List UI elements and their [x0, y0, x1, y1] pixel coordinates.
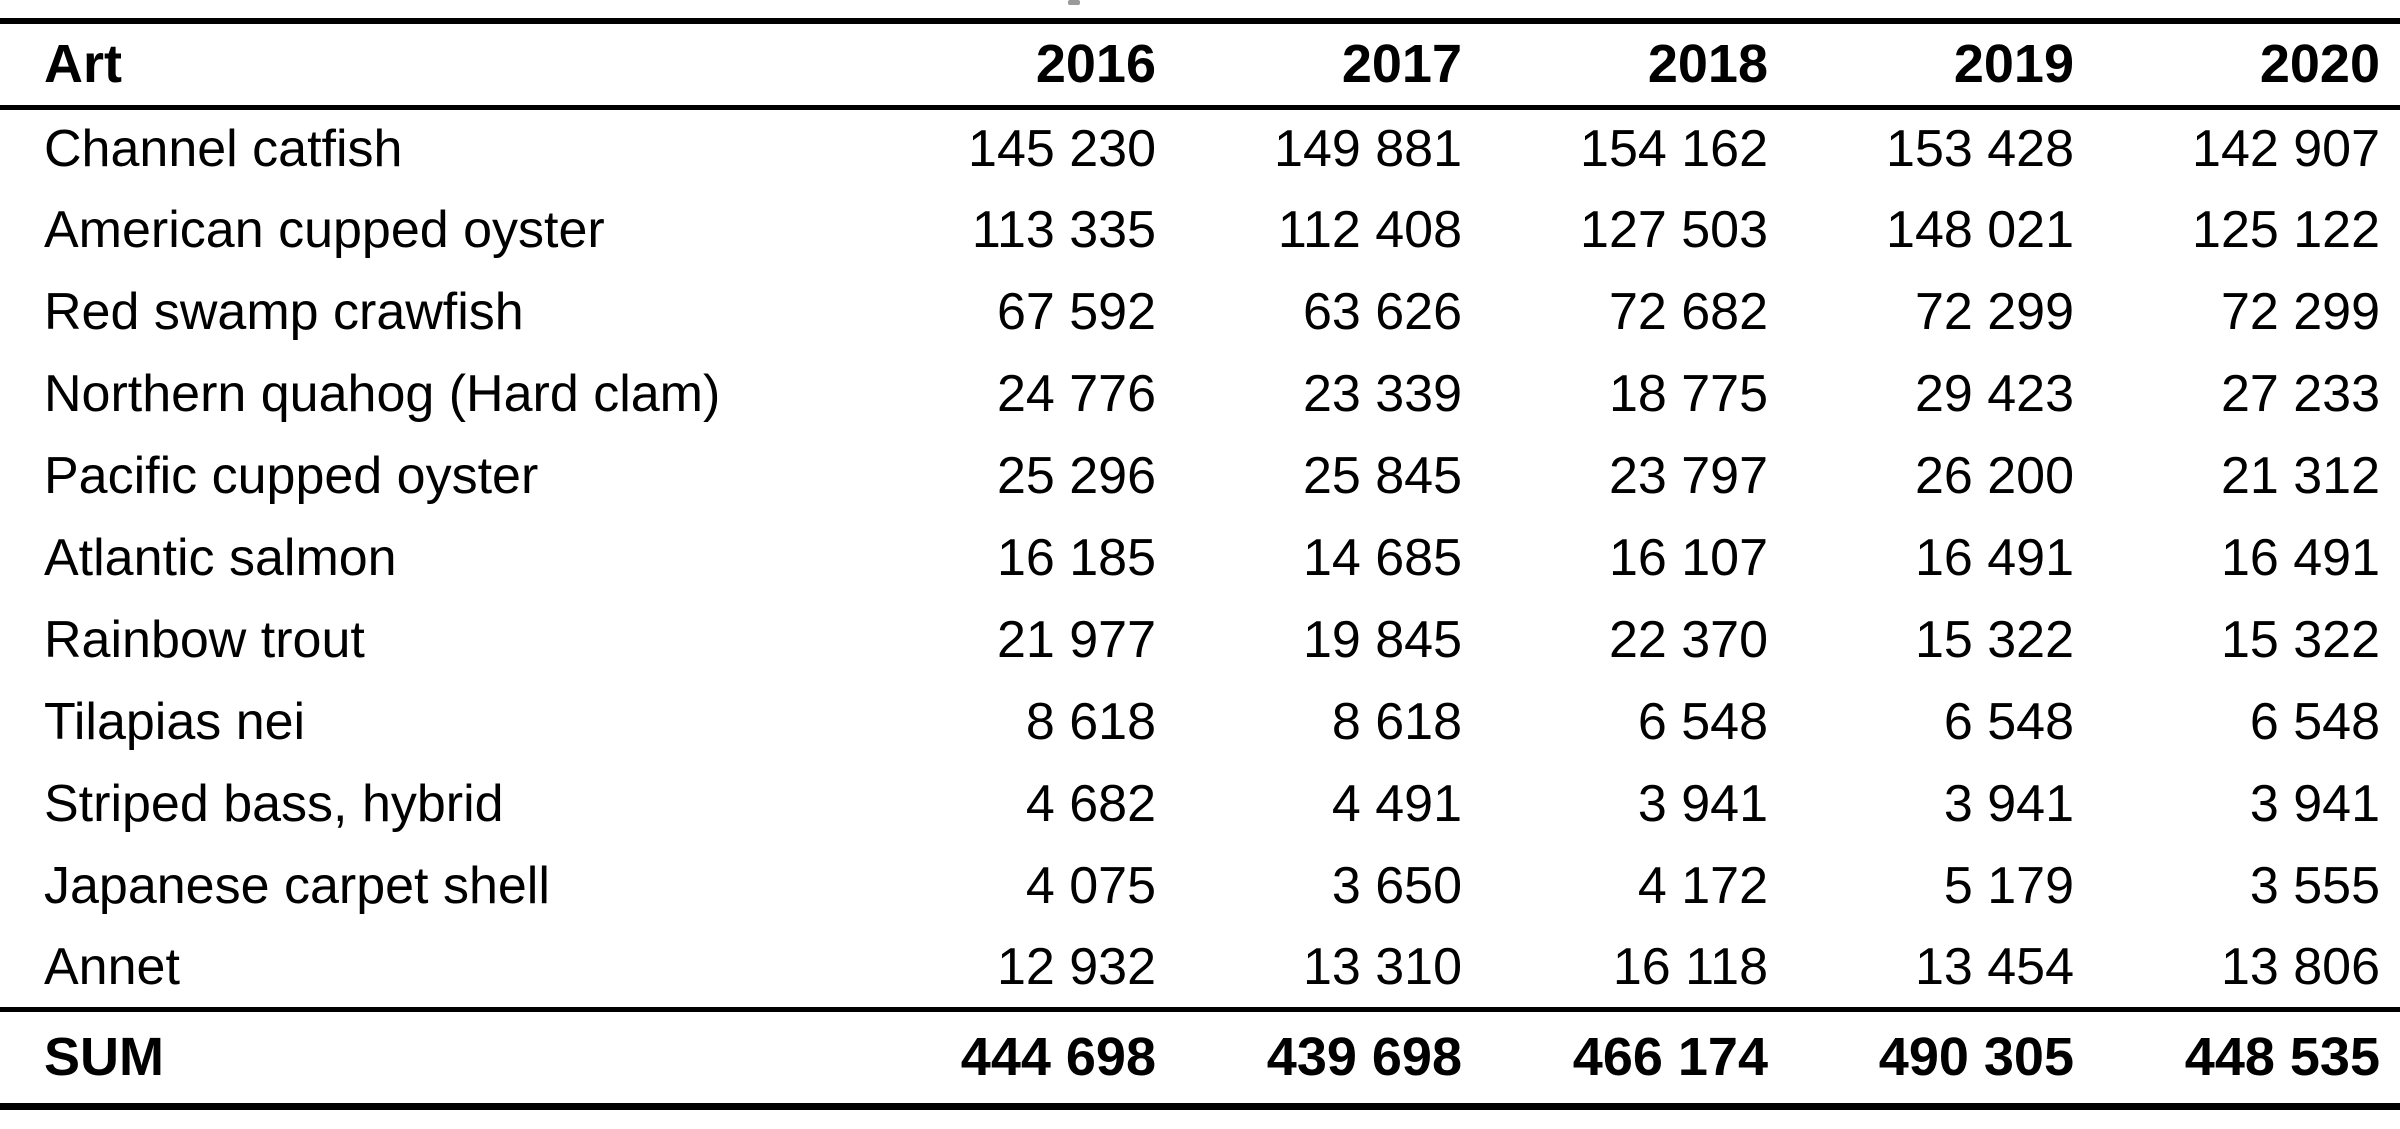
value-cell: 3 941 — [2249, 775, 2380, 833]
species-label: Rainbow trout — [44, 611, 365, 669]
value-cell: 113 335 — [971, 201, 1156, 259]
value-cell: 6 548 — [2249, 693, 2380, 751]
value-cell: 3 650 — [1331, 857, 1462, 915]
header-row: Art 2016 2017 2018 2019 2020 — [0, 21, 2400, 107]
value-cell: 16 185 — [996, 529, 1156, 587]
value-cell: 13 454 — [1914, 937, 2074, 996]
species-label: Northern quahog (Hard clam) — [44, 365, 721, 423]
value-cell: 14 685 — [1302, 529, 1462, 587]
table-row: Red swamp crawfish 67 592 63 626 72 682 72 2… — [0, 271, 2400, 353]
species-label: Pacific cupped oyster — [44, 447, 539, 505]
value-cell: 3 941 — [1637, 775, 1768, 833]
species-label: Channel catfish — [44, 120, 403, 179]
sum-row: SUM 444 698 439 698 466 174 490 305 448 … — [0, 1009, 2400, 1106]
value-cell: 16 491 — [2220, 529, 2380, 587]
value-cell: 25 845 — [1302, 447, 1462, 505]
column-header-2017: 2017 — [1341, 34, 1462, 95]
value-cell: 4 491 — [1331, 775, 1462, 833]
value-cell: 3 555 — [2249, 857, 2380, 915]
value-cell: 12 932 — [996, 937, 1156, 996]
value-cell: 19 845 — [1302, 611, 1462, 669]
value-cell: 21 977 — [996, 611, 1156, 669]
value-cell: 72 299 — [2220, 283, 2380, 341]
value-cell: 72 299 — [1914, 283, 2074, 341]
column-header-2020: 2020 — [2259, 34, 2380, 95]
value-cell: 4 682 — [1025, 775, 1156, 833]
table-row: Atlantic salmon 16 185 14 685 16 107 16 491 1… — [0, 517, 2400, 599]
species-label: Red swamp crawfish — [44, 283, 524, 341]
value-cell: 3 941 — [1943, 775, 2074, 833]
value-cell: 18 775 — [1608, 365, 1768, 423]
table-row: Rainbow trout 21 977 19 845 22 370 15 322 15 … — [0, 599, 2400, 681]
table-body: Channel catfish 145 230 149 881 154 162 153 … — [0, 107, 2400, 1009]
table-row: Annet 12 932 13 310 16 118 13 454 13 806 — [0, 927, 2400, 1009]
value-cell: 23 339 — [1302, 365, 1462, 423]
value-cell: 25 296 — [996, 447, 1156, 505]
value-cell: 13 806 — [2220, 937, 2380, 996]
table-row: Pacific cupped oyster 25 296 25 845 23 797 2… — [0, 435, 2400, 517]
sum-value-2018: 466 174 — [1572, 1027, 1768, 1087]
value-cell: 27 233 — [2220, 365, 2380, 423]
table-row: Tilapias nei 8 618 8 618 6 548 6 548 6 548 — [0, 681, 2400, 763]
sum-value-2017: 439 698 — [1266, 1027, 1462, 1087]
value-cell: 8 618 — [1025, 693, 1156, 751]
value-cell: 127 503 — [1580, 201, 1768, 259]
value-cell: 112 408 — [1277, 201, 1462, 259]
species-label: Striped bass, hybrid — [44, 775, 504, 833]
sum-value-2019: 490 305 — [1878, 1027, 2074, 1087]
value-cell: 149 881 — [1274, 120, 1462, 179]
value-cell: 148 021 — [1886, 201, 2074, 259]
value-cell: 125 122 — [2192, 201, 2380, 259]
column-header-2016: 2016 — [1035, 34, 1156, 95]
cropped-character-artifact — [1068, 0, 1080, 5]
value-cell: 67 592 — [996, 283, 1156, 341]
value-cell: 153 428 — [1886, 120, 2074, 179]
value-cell: 142 907 — [2192, 120, 2380, 179]
species-label: Annet — [44, 937, 180, 996]
species-production-table: Art 2016 2017 2018 2019 2020 Channel cat… — [0, 18, 2400, 1110]
table-row: Channel catfish 145 230 149 881 154 162 153 … — [0, 107, 2400, 189]
value-cell: 154 162 — [1580, 120, 1768, 179]
value-cell: 16 118 — [1612, 937, 1768, 996]
value-cell: 4 075 — [1025, 857, 1156, 915]
value-cell: 29 423 — [1914, 365, 2074, 423]
value-cell: 72 682 — [1608, 283, 1768, 341]
value-cell: 23 797 — [1608, 447, 1768, 505]
value-cell: 6 548 — [1637, 693, 1768, 751]
species-label: Tilapias nei — [44, 693, 306, 751]
value-cell: 24 776 — [996, 365, 1156, 423]
value-cell: 16 491 — [1914, 529, 2074, 587]
value-cell: 26 200 — [1914, 447, 2074, 505]
value-cell: 15 322 — [1914, 611, 2074, 669]
table-row: Striped bass, hybrid 4 682 4 491 3 941 3 941… — [0, 763, 2400, 845]
species-label: Atlantic salmon — [44, 529, 397, 587]
value-cell: 15 322 — [2220, 611, 2380, 669]
value-cell: 63 626 — [1302, 283, 1462, 341]
value-cell: 145 230 — [968, 120, 1156, 179]
column-header-2018: 2018 — [1647, 34, 1768, 95]
sum-value-2020: 448 535 — [2184, 1027, 2380, 1087]
sum-value-2016: 444 698 — [960, 1027, 1156, 1087]
value-cell: 21 312 — [2220, 447, 2380, 505]
column-header-2019: 2019 — [1953, 34, 2074, 95]
value-cell: 4 172 — [1637, 857, 1768, 915]
value-cell: 6 548 — [1943, 693, 2074, 751]
table-row: Japanese carpet shell 4 075 3 650 4 172 5 17… — [0, 845, 2400, 927]
sum-label: SUM — [44, 1027, 164, 1087]
value-cell: 22 370 — [1608, 611, 1768, 669]
value-cell: 8 618 — [1331, 693, 1462, 751]
value-cell: 5 179 — [1943, 857, 2074, 915]
species-label: American cupped oyster — [44, 201, 605, 259]
table-row: American cupped oyster 113 335 112 408 127 … — [0, 189, 2400, 271]
value-cell: 16 107 — [1608, 529, 1768, 587]
table-row: Northern quahog (Hard clam) 24 776 23 339 1… — [0, 353, 2400, 435]
value-cell: 13 310 — [1302, 937, 1462, 996]
column-header-art: Art — [44, 34, 122, 95]
species-label: Japanese carpet shell — [44, 857, 550, 915]
